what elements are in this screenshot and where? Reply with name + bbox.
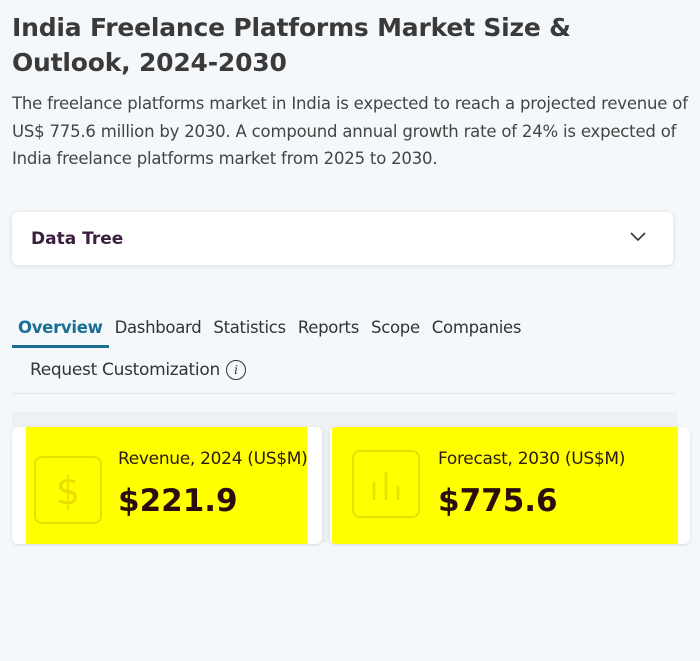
highlight: $ Revenue, 2024 (US$M) $221.9	[26, 427, 308, 544]
kpi-value: $221.9	[118, 483, 238, 519]
dollar-icon: $	[34, 456, 102, 524]
tab-scope[interactable]: Scope	[371, 318, 420, 337]
tab-bar: Overview Dashboard Statistics Reports Sc…	[12, 316, 527, 348]
kpi-label: Revenue, 2024 (US$M)	[118, 449, 308, 469]
kpi-value: $775.6	[438, 483, 558, 519]
tab-dashboard[interactable]: Dashboard	[114, 318, 202, 337]
info-icon[interactable]: i	[225, 360, 246, 380]
kpi-card-forecast: Forecast, 2030 (US$M) $775.6	[330, 427, 690, 544]
svg-text:$: $	[56, 469, 80, 512]
highlight: Forecast, 2030 (US$M) $775.6	[332, 427, 678, 544]
tab-overview[interactable]: Overview	[12, 316, 109, 348]
divider	[12, 393, 675, 394]
market-description: The freelance platforms market in India …	[12, 94, 688, 168]
tab-statistics[interactable]: Statistics	[213, 318, 286, 337]
tab-companies[interactable]: Companies	[431, 318, 522, 337]
chevron-down-icon	[630, 232, 646, 242]
tab-reports[interactable]: Reports	[297, 318, 360, 337]
request-customization-label: Request Customization	[30, 360, 220, 380]
request-customization-link[interactable]: Request Customization i	[30, 360, 246, 380]
kpi-card-revenue: $ Revenue, 2024 (US$M) $221.9	[12, 427, 322, 544]
kpi-label: Forecast, 2030 (US$M)	[438, 449, 626, 469]
data-tree-label: Data Tree	[31, 229, 124, 249]
data-tree-dropdown[interactable]: Data Tree	[12, 212, 673, 265]
page-title: India Freelance Platforms Market Size & …	[12, 13, 571, 77]
bar-chart-icon	[352, 450, 420, 518]
